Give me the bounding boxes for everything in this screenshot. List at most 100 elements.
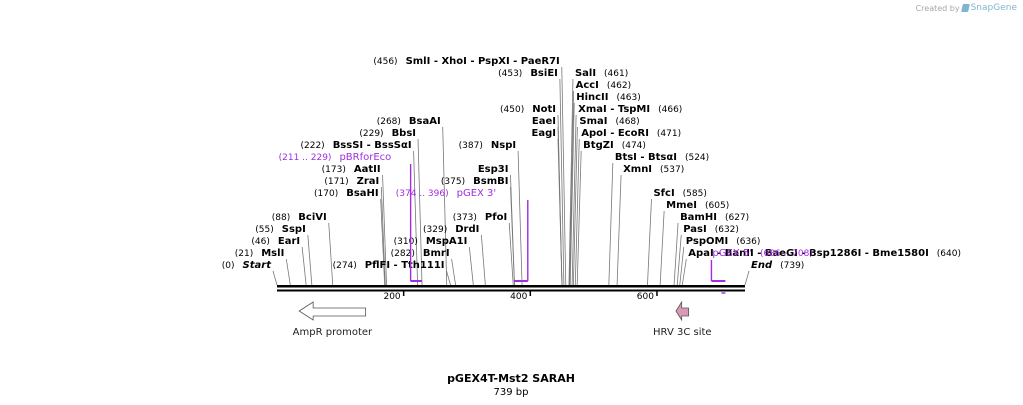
site-label-smli-xhoi-pspxi-paer7i[interactable]: (456) SmlI - XhoI - PspXI - PaeR7I: [373, 56, 559, 67]
credit-prefix: Created by: [915, 3, 960, 13]
site-leader-pflfi-tth111i: [446, 270, 451, 286]
site-label-smai[interactable]: SmaI (468): [579, 116, 639, 127]
site-label-bcivi[interactable]: (88) BciVI: [272, 212, 327, 223]
site-leader-bcivi: [328, 222, 334, 286]
features: AmpR promoter HRV 3C site: [293, 300, 712, 338]
site-label-apai-banii-baegi-bsp1286i-bme1580i[interactable]: ApaI - BanII - BaeGI - Bsp1286I - Bme158…: [688, 248, 961, 259]
map-length: 739 bp: [494, 387, 529, 398]
snapgene-logo-icon: [960, 4, 970, 12]
site-leader-bamhi: [673, 222, 679, 286]
ruler-ticks: 200 400 600: [383, 291, 658, 302]
site-label-btsi-bts-i[interactable]: BtsI - BtsαI (524): [615, 152, 709, 163]
site-leader-bsssi-bsss-i: [413, 150, 418, 286]
site-label-xmai-tspmi[interactable]: XmaI - TspMI (466): [578, 104, 682, 115]
site-leader-pasi: [676, 234, 682, 286]
site-label-pfoi[interactable]: (373) PfoI: [453, 212, 507, 223]
site-leader-acci: [569, 90, 574, 286]
site-leader-smai: [572, 126, 578, 286]
feature-arrow-ampr-promoter[interactable]: [298, 301, 367, 321]
site-leader-btgzi: [576, 150, 582, 286]
feature-arrow-hrv-3c-site[interactable]: [675, 300, 690, 322]
site-label-apoi-ecori[interactable]: ApoI - EcoRI (471): [581, 128, 681, 139]
feature-label-hrv-3c-site[interactable]: HRV 3C site: [653, 327, 712, 338]
site-label-end[interactable]: End (739): [751, 260, 804, 271]
tick-label-200: 200: [383, 292, 400, 302]
site-label-aatii[interactable]: (173) AatII: [322, 164, 381, 175]
site-leader-eari: [301, 246, 307, 286]
site-label-btgzi[interactable]: BtgZI (474): [583, 140, 646, 151]
backbone-bottom-strand: [277, 289, 745, 292]
sequence-backbone: [277, 285, 745, 292]
site-label-eari[interactable]: (46) EarI: [251, 236, 300, 247]
site-label-esp3i[interactable]: Esp3I: [478, 164, 509, 175]
site-label-xmni[interactable]: XmnI (537): [623, 164, 684, 175]
primers: (211 .. 229) pBRforEco (374 .. 396) pGEX 3'…: [279, 152, 813, 294]
site-leader-aatii: [382, 174, 387, 286]
primer-label-pgex-3[interactable]: (374 .. 396) pGEX 3': [396, 188, 496, 199]
site-leader-bmri: [451, 258, 456, 286]
site-label-bsssi-bsss-i[interactable]: (222) BssSI - BssSαI: [300, 140, 411, 151]
site-label-mspa1i[interactable]: (310) MspA1I: [394, 236, 468, 247]
tick-label-600: 600: [637, 292, 654, 302]
site-label-bsahi[interactable]: (170) BsaHI: [314, 188, 379, 199]
site-leader-xmni: [616, 174, 622, 286]
site-label-bamhi[interactable]: BamHI (627): [680, 212, 749, 223]
site-label-nspi[interactable]: (387) NspI: [459, 140, 516, 151]
site-leader-xmai-tspmi: [571, 114, 577, 286]
site-leader-apoi-ecori: [574, 138, 580, 286]
site-label-bmri[interactable]: (282) BmrI: [391, 248, 450, 259]
site-label-zrai[interactable]: (171) ZraI: [324, 176, 379, 187]
site-leader-sspi: [307, 234, 313, 286]
site-label-mmei[interactable]: MmeI (605): [666, 200, 729, 211]
site-leader-smli-xhoi-pspxi-paer7i: [561, 66, 567, 286]
site-label-start[interactable]: (0) Start: [222, 260, 272, 271]
site-leader-pspomi: [679, 246, 685, 286]
site-leader-apai-banii-baegi-bsp1286i-bme1580i: [681, 258, 687, 286]
site-leader-bbsi: [417, 138, 423, 286]
site-label-noti[interactable]: (450) NotI: [500, 104, 556, 115]
site-label-eaei[interactable]: EaeI: [532, 116, 556, 127]
site-label-bsmbi[interactable]: (375) BsmBI: [441, 176, 509, 187]
site-leader-pfoi: [508, 222, 514, 286]
leader-lines: [272, 66, 750, 286]
snapgene-credit[interactable]: Created by SnapGene: [916, 3, 1017, 13]
credit-brand: SnapGene: [970, 3, 1017, 13]
site-label-sspi[interactable]: (55) SspI: [255, 224, 306, 235]
site-leader-drdi: [480, 234, 486, 286]
site-leader-esp3i: [510, 174, 515, 286]
site-label-hincii[interactable]: HincII (463): [576, 92, 641, 103]
site-leader-btsi-bts-i: [608, 162, 614, 286]
backbone-top-strand: [277, 285, 745, 288]
site-label-pasi[interactable]: PasI (632): [683, 224, 739, 235]
feature-label-ampr-promoter[interactable]: AmpR promoter: [293, 327, 373, 338]
map-title: pGEX4T-Mst2 SARAH: [447, 372, 575, 385]
site-leader-sfci: [647, 198, 652, 286]
primer-label-pgex-5[interactable]: pGEX 5' (686 .. 708): [712, 248, 812, 259]
primer-label-pbrforeco[interactable]: (211 .. 229) pBRforEco: [279, 152, 392, 163]
site-label-sfci[interactable]: SfcI (585): [653, 188, 706, 199]
site-leader-mmei: [659, 210, 665, 286]
site-label-bsiei[interactable]: (453) BsiEI: [498, 68, 558, 79]
site-label-acci[interactable]: AccI (462): [576, 80, 632, 91]
site-label-bsaai[interactable]: (268) BsaAI: [377, 116, 441, 127]
site-label-sali[interactable]: SalI (461): [575, 68, 628, 79]
site-label-eagi[interactable]: EagI: [532, 128, 556, 139]
site-leader-noti: [557, 114, 563, 286]
site-leader-mspa1i: [468, 246, 474, 286]
site-leader-bsahi: [380, 198, 386, 286]
site-label-msli[interactable]: (21) MslI: [235, 248, 285, 259]
site-label-pflfi-tth111i[interactable]: (274) PflFI - Tth111I: [333, 260, 445, 271]
site-leader-bsaai: [442, 126, 448, 286]
site-leader-bsiei: [559, 78, 565, 286]
tick-label-400: 400: [510, 292, 527, 302]
site-leader-msli: [285, 258, 291, 286]
site-label-bbsi[interactable]: (229) BbsI: [359, 128, 416, 139]
site-label-pspomi[interactable]: PspOMI (636): [686, 236, 761, 247]
site-leader-zrai: [380, 186, 386, 286]
site-label-drdi[interactable]: (329) DrdI: [423, 224, 479, 235]
site-leader-sali: [568, 78, 574, 286]
site-leader-end: [744, 270, 750, 286]
site-leader-start: [272, 270, 278, 286]
